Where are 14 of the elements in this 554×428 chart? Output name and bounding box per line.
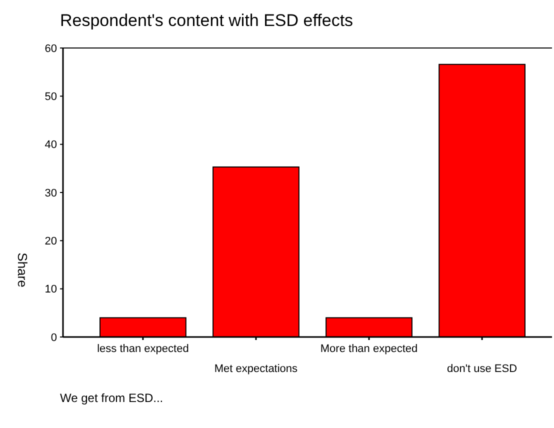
chart-title: Respondent's content with ESD effects xyxy=(60,11,354,30)
x-tick-label: Met expectations xyxy=(214,363,298,375)
x-tick-label: More than expected xyxy=(320,343,418,355)
y-tick-label: 30 xyxy=(44,187,57,200)
y-tick-label: 60 xyxy=(44,42,57,55)
y-tick-label: 20 xyxy=(44,236,57,248)
y-tick-label: 0 xyxy=(50,332,57,344)
x-tick-label: less than expected xyxy=(97,343,189,355)
y-tick-label: 50 xyxy=(44,91,57,104)
y-tick-label: 40 xyxy=(44,139,57,152)
x-tick-label: don't use ESD xyxy=(447,363,518,375)
y-tick-label: 10 xyxy=(44,284,57,296)
x-axis-title: We get from ESD... xyxy=(60,391,164,405)
y-axis-title: Share xyxy=(15,252,30,288)
